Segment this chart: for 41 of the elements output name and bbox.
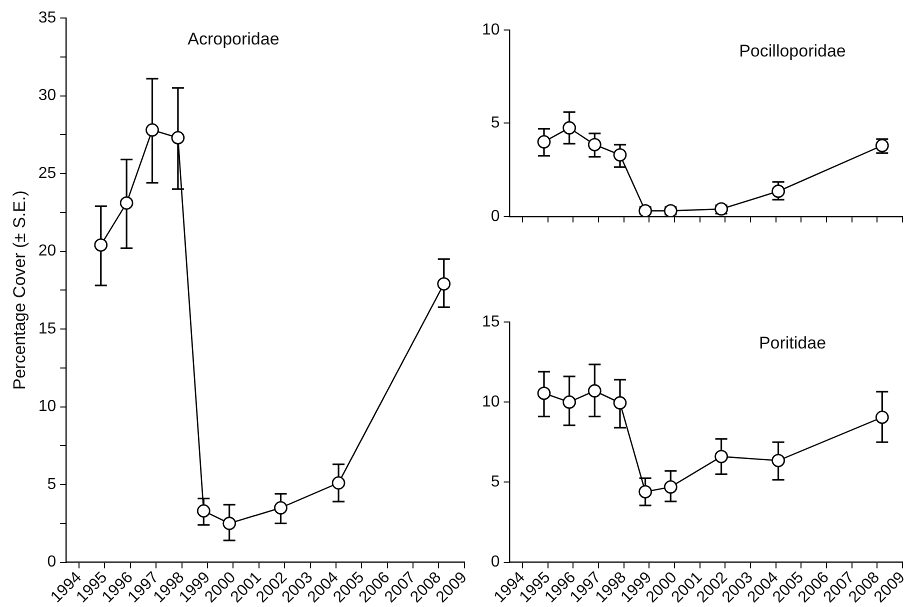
point [613,148,627,162]
y-tick-label: 10 [38,398,56,416]
y-axis-title: Percentage Cover (± S.E.) [10,190,29,390]
y-tick-label: 10 [482,393,500,410]
point [714,450,728,464]
point [772,454,786,468]
y-tick-label: 0 [47,554,56,571]
point [588,384,602,398]
point [146,123,159,137]
point [196,504,210,518]
y-tick-label: 25 [38,164,56,182]
y-tick-label: 35 [38,9,56,26]
point [94,238,108,252]
y-tick-label: 30 [38,87,56,104]
point [332,476,346,490]
point [437,277,451,291]
point [222,516,236,530]
point [171,131,185,144]
point [875,410,889,424]
point [588,138,602,152]
point [664,480,678,494]
point [638,485,652,498]
y-tick-label: 5 [490,474,500,491]
y-tick-label: 15 [482,313,500,330]
point [562,121,576,135]
point [537,135,551,149]
point [274,501,288,515]
y-tick-label: 15 [38,320,56,338]
text: Pocilloporidae [739,42,846,61]
text: Acroporidae [188,30,280,49]
y-tick-label: 0 [490,208,500,225]
y-tick-label: 0 [490,554,500,571]
y-tick-label: 10 [482,21,500,38]
point [613,396,627,410]
point [562,395,576,409]
y-tick-label: 5 [47,476,56,493]
point [120,196,134,210]
y-tick-label: 5 [490,114,500,132]
y-tick-label: 20 [38,242,56,260]
text: Poritidae [758,334,826,353]
point [537,386,551,400]
